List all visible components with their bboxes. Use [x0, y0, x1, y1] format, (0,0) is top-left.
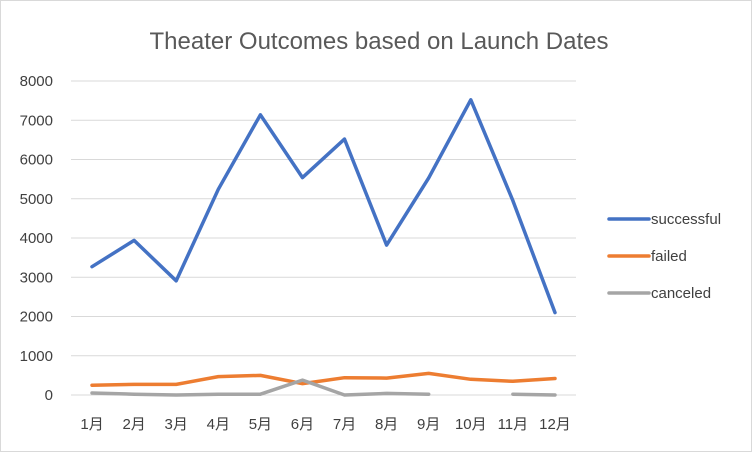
data-point-canceled [343, 393, 346, 397]
data-point-successful [259, 113, 262, 116]
x-tick-label: 7月 [333, 416, 356, 433]
data-point-successful [385, 243, 388, 247]
data-point-successful [301, 176, 304, 179]
y-tick-label: 3000 [20, 269, 53, 286]
series-line-canceled [511, 392, 557, 397]
data-point-successful [217, 188, 220, 191]
series-line-canceled [90, 378, 431, 397]
x-tick-label: 4月 [207, 416, 230, 433]
y-tick-label: 0 [45, 387, 53, 404]
y-tick-label: 6000 [20, 152, 53, 169]
data-point-failed [385, 376, 388, 380]
chart-title: Theater Outcomes based on Launch Dates [150, 28, 609, 55]
data-point-failed [217, 375, 220, 378]
data-point-failed [469, 378, 472, 381]
data-point-failed [301, 382, 304, 385]
data-point-successful [427, 176, 430, 180]
data-point-canceled [427, 393, 430, 396]
y-tick-label: 7000 [20, 112, 53, 129]
data-point-successful [343, 137, 346, 141]
y-tick-label: 5000 [20, 191, 53, 208]
data-point-successful [90, 265, 94, 268]
data-point-canceled [511, 393, 515, 396]
data-point-failed [90, 383, 94, 387]
legend: successful failed canceled [607, 211, 721, 302]
data-point-canceled [132, 393, 136, 396]
data-point-failed [553, 377, 557, 380]
data-point-successful [553, 311, 557, 314]
data-point-failed [343, 376, 346, 379]
series-lines [90, 98, 557, 397]
data-point-successful [175, 279, 178, 282]
legend-label-successful: successful [651, 211, 721, 228]
gridlines [71, 80, 576, 396]
data-point-failed [511, 380, 515, 383]
y-tick-label: 8000 [20, 73, 53, 90]
data-point-successful [511, 199, 515, 202]
series-line-failed [90, 371, 557, 387]
y-tick-label: 4000 [20, 230, 53, 247]
data-point-failed [132, 383, 136, 386]
x-tick-label: 3月 [165, 416, 188, 433]
x-tick-label: 8月 [375, 416, 398, 433]
x-tick-label: 11月 [498, 416, 529, 433]
data-point-canceled [301, 378, 304, 382]
data-point-canceled [385, 392, 388, 395]
data-point-canceled [217, 393, 220, 396]
legend-label-canceled: canceled [651, 285, 711, 302]
x-tick-label: 1月 [80, 416, 103, 433]
data-point-failed [259, 374, 262, 377]
x-tick-label: 9月 [417, 416, 440, 433]
data-point-canceled [90, 391, 94, 395]
y-tick-label: 1000 [20, 348, 53, 365]
data-point-successful [132, 239, 136, 242]
x-tick-label: 2月 [122, 416, 145, 433]
x-tick-label: 12月 [539, 416, 571, 433]
x-tick-label: 10月 [455, 416, 487, 433]
data-point-canceled [553, 393, 557, 397]
data-point-canceled [175, 393, 178, 397]
data-point-successful [469, 98, 472, 102]
data-point-failed [427, 372, 430, 375]
y-tick-label: 2000 [20, 309, 53, 326]
y-axis-tick-labels: 0 1000 2000 3000 4000 5000 6000 7000 8000 [20, 73, 53, 404]
data-point-canceled [259, 393, 262, 396]
legend-label-failed: failed [651, 248, 687, 265]
x-axis-tick-labels: 1月 2月 3月 4月 5月 6月 7月 8月 9月 10月 11月 12月 [80, 416, 570, 433]
data-point-failed [175, 383, 178, 386]
series-line-successful [90, 98, 557, 315]
x-tick-label: 5月 [249, 416, 272, 433]
x-tick-label: 6月 [291, 416, 314, 433]
